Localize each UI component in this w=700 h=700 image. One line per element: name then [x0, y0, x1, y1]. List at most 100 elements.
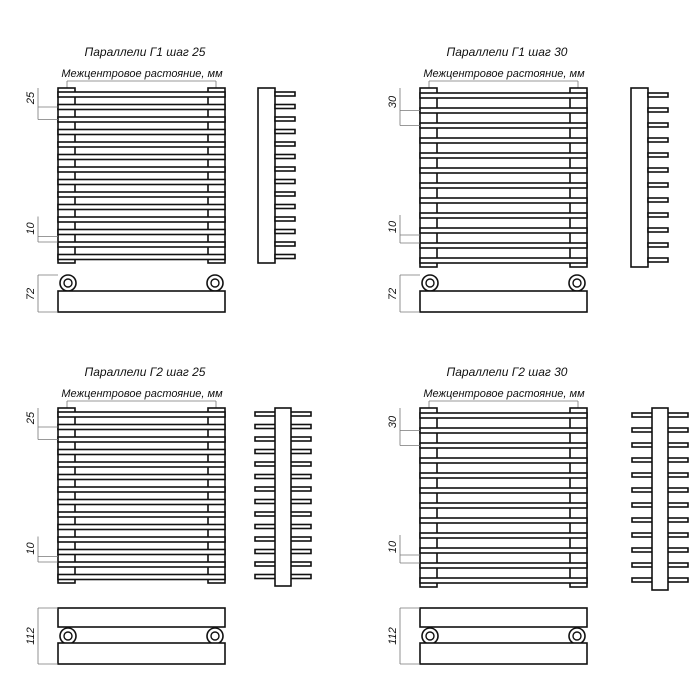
- drawing-panel: Параллели Г2 шаг 30 Межцентровое растояни…: [387, 365, 689, 665]
- side-fin: [274, 241, 296, 247]
- pipe-bore: [572, 631, 582, 641]
- tube: [57, 411, 226, 418]
- side-fin: [647, 137, 669, 143]
- tube: [57, 473, 226, 481]
- side-fin: [274, 103, 296, 110]
- panel-title: Параллели Г1 шаг 25: [85, 45, 206, 59]
- tube: [57, 191, 226, 198]
- left-collector: [57, 87, 76, 264]
- pitch-dimension: 25: [25, 411, 37, 425]
- side-fin: [647, 167, 669, 173]
- gap-dimension: 10: [25, 222, 37, 235]
- tube: [57, 203, 226, 211]
- drawing-panel: Параллели Г1 шаг 25 Межцентровое растояни…: [25, 45, 296, 313]
- tube: [57, 116, 226, 123]
- side-fin: [647, 152, 669, 158]
- panel-title: Параллели Г1 шаг 30: [447, 45, 568, 59]
- tube: [57, 178, 226, 186]
- pitch-dimension: 30: [387, 415, 399, 428]
- side-plate: [257, 87, 276, 264]
- tube: [419, 547, 588, 554]
- left-collector: [419, 407, 438, 588]
- front-view: [57, 87, 226, 264]
- side-view: [254, 407, 312, 587]
- pipe-bore: [572, 278, 582, 288]
- bottom-view: [57, 607, 226, 665]
- tube: [419, 472, 588, 479]
- bottom-collector: [57, 290, 226, 313]
- tube: [57, 486, 226, 493]
- gap-dimension: 10: [387, 540, 399, 553]
- center-distance-label: Межцентровое растояние, мм: [61, 388, 223, 400]
- pipe-bore: [210, 278, 220, 288]
- tube: [57, 241, 226, 248]
- drawing-panel: Параллели Г1 шаг 30 Межцентровое растояни…: [387, 45, 669, 313]
- tube: [57, 216, 226, 223]
- side-fin: [647, 257, 669, 263]
- tube: [419, 107, 588, 114]
- tube: [419, 227, 588, 234]
- side-plate: [274, 407, 292, 587]
- tube: [57, 536, 226, 543]
- side-fin: [274, 153, 296, 160]
- bottom-collector: [419, 290, 588, 313]
- bottom-view: [419, 274, 588, 313]
- side-view: [630, 87, 669, 268]
- tube: [57, 561, 226, 568]
- side-fin: [274, 228, 296, 235]
- side-view: [631, 407, 689, 591]
- tube: [57, 448, 226, 456]
- center-distance-label: Межцентровое растояние, мм: [61, 68, 223, 80]
- left-collector: [57, 407, 76, 584]
- front-view: [419, 87, 588, 268]
- tube: [57, 461, 226, 468]
- tube: [419, 257, 588, 264]
- tube: [419, 487, 588, 494]
- side-fin: [647, 212, 669, 218]
- side-fin: [647, 182, 669, 188]
- tube: [57, 103, 226, 111]
- bottom-collector-back: [419, 642, 588, 665]
- tube: [57, 141, 226, 148]
- pitch-dimension: 25: [25, 91, 37, 105]
- tube: [57, 153, 226, 161]
- side-fin: [647, 107, 669, 113]
- right-collector: [207, 407, 226, 584]
- tube: [419, 92, 588, 99]
- depth-dimension: 112: [25, 627, 37, 645]
- gap-dimension: 10: [25, 542, 37, 555]
- tube: [419, 122, 588, 129]
- tube: [419, 212, 588, 219]
- side-fin: [274, 141, 296, 147]
- side-fin: [274, 128, 296, 135]
- right-collector: [569, 407, 588, 588]
- center-distance-label: Межцентровое растояние, мм: [423, 68, 585, 80]
- side-fin: [647, 122, 669, 128]
- tube: [419, 517, 588, 524]
- bottom-collector-front: [419, 607, 588, 628]
- tube: [419, 182, 588, 189]
- panel-title: Параллели Г2 шаг 30: [447, 365, 568, 379]
- pipe-bore: [425, 278, 435, 288]
- tube: [419, 427, 588, 434]
- depth-dimension: 112: [387, 627, 399, 645]
- side-fin: [647, 197, 669, 203]
- bottom-view: [57, 274, 226, 313]
- side-fin: [274, 178, 296, 185]
- left-collector: [419, 87, 438, 268]
- tube: [57, 128, 226, 136]
- side-plate: [651, 407, 669, 591]
- tube: [419, 442, 588, 449]
- side-view: [257, 87, 296, 264]
- side-fin: [274, 253, 296, 260]
- panel-title: Параллели Г2 шаг 25: [85, 365, 206, 379]
- tube: [57, 91, 226, 98]
- bottom-view: [419, 607, 588, 665]
- pitch-dimension: 30: [387, 95, 399, 108]
- side-fin: [274, 91, 296, 97]
- right-collector: [207, 87, 226, 264]
- side-fin: [647, 242, 669, 248]
- gap-dimension: 10: [387, 220, 399, 233]
- tube: [57, 253, 226, 261]
